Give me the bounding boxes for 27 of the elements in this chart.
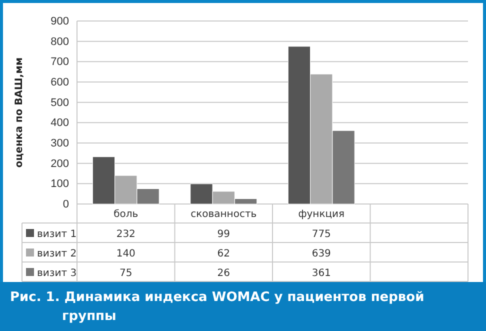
y-tick-label: 0 xyxy=(62,198,69,211)
x-tick-label: боль xyxy=(114,209,138,220)
data-label: 99 xyxy=(217,229,230,240)
data-label: 62 xyxy=(217,248,230,260)
y-tick-label: 400 xyxy=(50,117,69,130)
y-tick-label: 300 xyxy=(50,138,69,150)
y-tick-label: 700 xyxy=(50,56,69,68)
data-label: 639 xyxy=(312,248,331,260)
y-tick-label: 200 xyxy=(50,158,69,170)
legend-label: визит 3 xyxy=(37,268,77,279)
data-label: 232 xyxy=(116,229,136,240)
data-label: 75 xyxy=(120,268,132,279)
y-tick-label: 100 xyxy=(50,178,69,190)
data-label: 140 xyxy=(116,248,136,260)
y-tick-label: 600 xyxy=(50,76,69,89)
y-tick-label: 500 xyxy=(50,96,69,109)
y-tick-label: 800 xyxy=(50,36,69,48)
x-tick-label: скованность xyxy=(190,209,257,220)
y-axis-title: оценка по ВАШ,мм xyxy=(14,57,25,168)
legend-label: визит 1 xyxy=(37,229,77,240)
x-tick-label: функция xyxy=(298,209,345,220)
data-label: 775 xyxy=(312,229,331,240)
y-tick-label: 900 xyxy=(50,16,69,28)
text: Рис. 1. Динамика индекса WOMAC у пациентов первой группы xyxy=(10,290,424,324)
data-label: 361 xyxy=(312,268,331,279)
data-label: 26 xyxy=(217,268,230,279)
legend-label: визит 2 xyxy=(37,248,77,260)
